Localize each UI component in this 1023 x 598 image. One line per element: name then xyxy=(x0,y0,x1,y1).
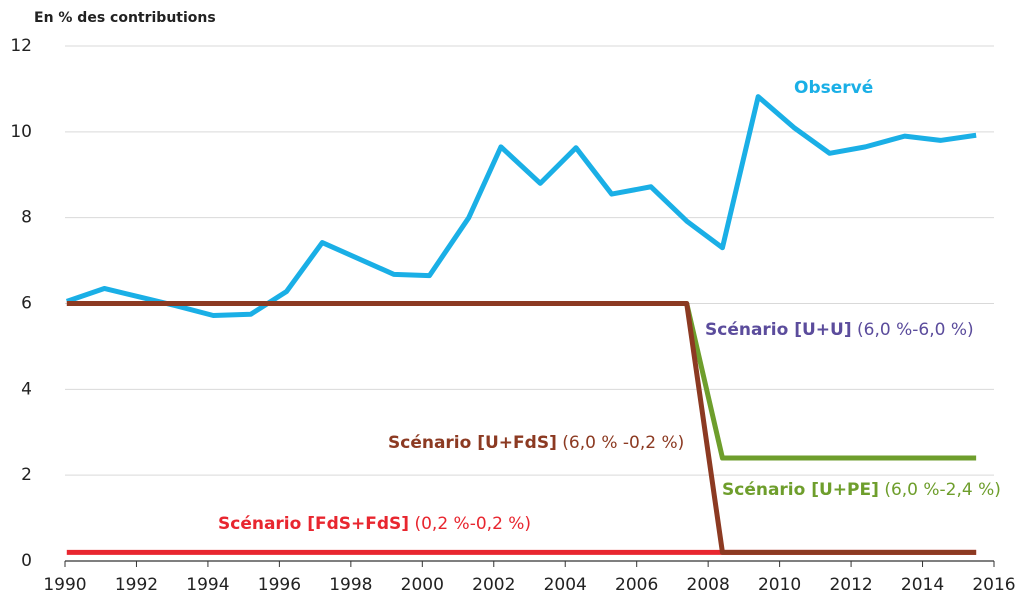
annotation-bold: Observé xyxy=(794,78,873,98)
y-tick-label: 10 xyxy=(10,122,32,142)
line-series xyxy=(66,301,977,555)
annotation-bold: Scénario [U+U] xyxy=(705,320,852,340)
y-tick-label: 0 xyxy=(21,551,32,571)
annotation-detail: (0,2 %-0,2 %) xyxy=(414,514,531,534)
annotation: Observé xyxy=(794,78,873,98)
x-tick-label: 2016 xyxy=(972,575,1015,595)
x-tick-label: 1990 xyxy=(43,575,86,595)
y-axis-label: En % des contributions xyxy=(34,10,216,26)
y-tick-label: 2 xyxy=(21,465,32,485)
annotation-detail: (6,0 %-6,0 %) xyxy=(857,320,974,340)
annotation-detail: (6,0 %-2,4 %) xyxy=(884,480,1001,500)
annotation-bold: Scénario [FdS+FdS] xyxy=(218,514,409,534)
x-tick-label: 2000 xyxy=(401,575,444,595)
x-tick-label: 1992 xyxy=(115,575,158,595)
annotation-detail: (6,0 % -0,2 %) xyxy=(562,433,684,453)
annotation: Scénario [U+FdS] (6,0 % -0,2 %) xyxy=(388,433,684,453)
y-tick-label: 8 xyxy=(21,208,32,228)
annotation-bold: Scénario [U+PE] xyxy=(722,480,879,500)
line-series xyxy=(65,94,977,319)
y-tick-label: 12 xyxy=(10,36,32,56)
annotation: Scénario [FdS+FdS] (0,2 %-0,2 %) xyxy=(218,514,531,534)
annotation: Scénario [U+PE] (6,0 %-2,4 %) xyxy=(722,480,1001,500)
x-tick-label: 2014 xyxy=(901,575,944,595)
x-tick-label: 2008 xyxy=(687,575,730,595)
x-tick-label: 2004 xyxy=(544,575,587,595)
x-tick-label: 2012 xyxy=(829,575,872,595)
annotation: Scénario [U+U] (6,0 %-6,0 %) xyxy=(705,320,974,340)
x-tick-label: 2010 xyxy=(758,575,801,595)
y-tick-label: 6 xyxy=(21,294,32,314)
x-tick-label: 1994 xyxy=(186,575,229,595)
line-series xyxy=(684,302,977,461)
x-tick-label: 1996 xyxy=(258,575,301,595)
x-tick-label: 1998 xyxy=(329,575,372,595)
x-tick-label: 2006 xyxy=(615,575,658,595)
x-tick-label: 2002 xyxy=(472,575,515,595)
annotation-bold: Scénario [U+FdS] xyxy=(388,433,557,453)
y-tick-label: 4 xyxy=(21,379,32,399)
